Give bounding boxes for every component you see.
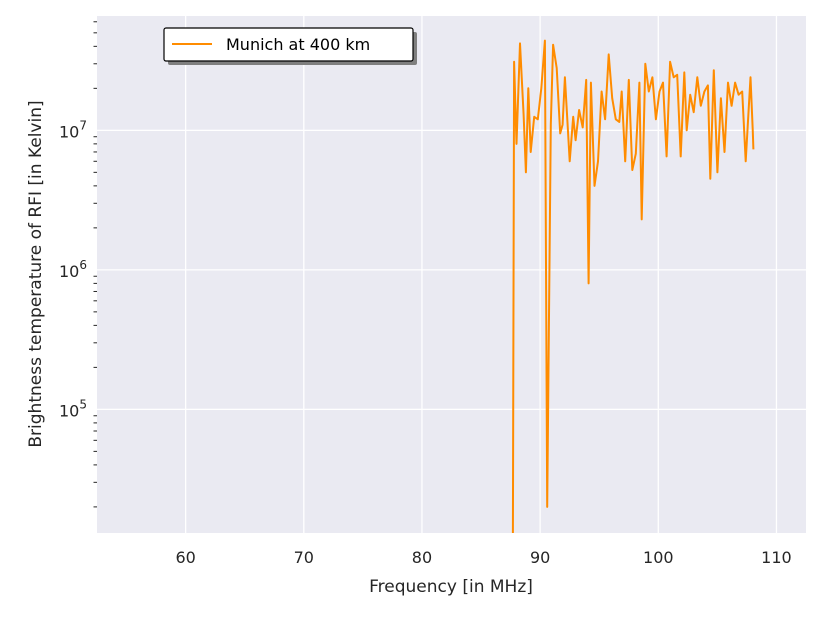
x-axis-title: Frequency [in MHz] (369, 577, 533, 597)
legend: Munich at 400 km (163, 27, 417, 65)
x-tick-label: 60 (175, 548, 195, 567)
x-tick-label: 80 (412, 548, 432, 567)
x-tick-label: 90 (530, 548, 550, 567)
y-axis-title: Brightness temperature of RFI [in Kelvin… (26, 100, 46, 447)
y-tick-label: 107 (59, 118, 87, 141)
y-minor-ticks (93, 21, 97, 508)
plot-area (97, 16, 806, 533)
series-line (511, 39, 755, 534)
series-group (511, 39, 755, 534)
y-tick-label: 105 (59, 397, 87, 420)
legend-label: Munich at 400 km (226, 35, 370, 54)
y-tick-labels: 105 106 107 (59, 118, 87, 420)
legend-box (163, 27, 414, 62)
x-tick-label: 110 (761, 548, 792, 567)
x-tick-label: 70 (294, 548, 314, 567)
x-tick-label: 100 (643, 548, 674, 567)
y-tick-label: 106 (59, 258, 87, 281)
x-tick-labels: 60 70 80 90 100 110 (175, 548, 791, 567)
